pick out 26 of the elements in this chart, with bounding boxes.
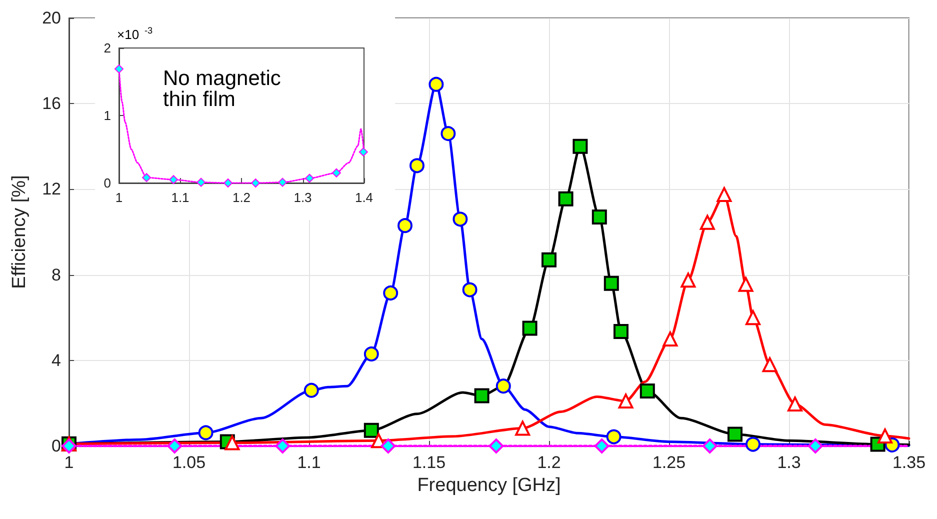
- y-tick-label: 2: [104, 40, 111, 56]
- x-tick-label: 1.2: [232, 190, 251, 205]
- annotation: ×10-3: [117, 26, 153, 42]
- x-tick-label: 1.3: [294, 190, 312, 205]
- x-tick-label: 1.1: [171, 190, 190, 205]
- x-tick-label: 1.25: [652, 453, 686, 472]
- y-tick-label: 16: [42, 94, 61, 114]
- y-tick-label: 12: [42, 180, 61, 199]
- y-tick-label: 0: [52, 436, 61, 456]
- x-tick-label: 1: [64, 453, 74, 472]
- y-tick-label: 20: [42, 8, 61, 28]
- x-axis-title: Frequency [GHz]: [417, 475, 561, 496]
- annotation: No magnetic thin film: [163, 67, 287, 111]
- y-axis-title: Efficiency [%]: [9, 175, 30, 289]
- x-tick-label: 1.1: [297, 453, 321, 472]
- x-tick-label: 1: [115, 190, 123, 205]
- x-tick-label: 1.4: [354, 190, 374, 205]
- y-tick-label: 0: [104, 176, 111, 190]
- x-tick-label: 1.35: [892, 453, 926, 472]
- x-tick-label: 1.2: [537, 453, 561, 472]
- x-tick-label: 1.05: [172, 453, 206, 472]
- x-tick-label: 1.3: [777, 453, 801, 472]
- y-tick-label: 1: [104, 108, 111, 123]
- y-tick-label: 8: [52, 265, 61, 284]
- x-tick-label: 1.15: [412, 453, 446, 472]
- y-tick-label: 4: [52, 350, 61, 370]
